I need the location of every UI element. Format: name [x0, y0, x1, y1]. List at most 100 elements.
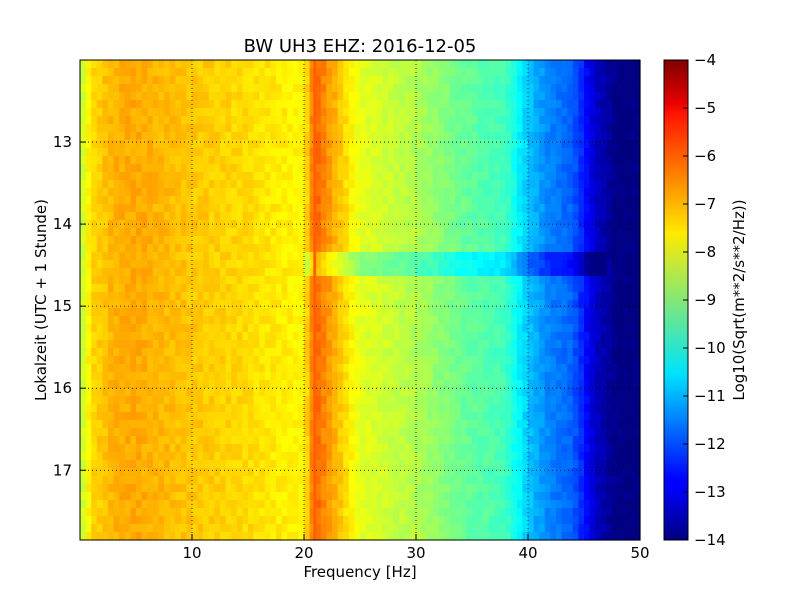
heatmap-cell — [477, 204, 484, 213]
heatmap-cell — [119, 444, 126, 453]
heatmap-cell — [343, 428, 350, 437]
heatmap-cell — [253, 236, 260, 245]
heatmap-cell — [248, 68, 255, 77]
heatmap-cell — [371, 380, 378, 389]
heatmap-cell — [399, 116, 406, 125]
heatmap-cell — [556, 84, 563, 93]
heatmap-cell — [595, 76, 602, 85]
heatmap-cell — [600, 324, 607, 333]
heatmap-cell — [628, 244, 635, 253]
heatmap-cell — [91, 340, 98, 349]
heatmap-cell — [225, 196, 232, 205]
heatmap-cell — [360, 100, 367, 109]
heatmap-cell — [309, 444, 316, 453]
heatmap-cell — [505, 340, 512, 349]
heatmap-cell — [634, 124, 641, 133]
heatmap-cell — [136, 84, 143, 93]
heatmap-cell — [421, 364, 428, 373]
heatmap-cell — [544, 412, 551, 421]
heatmap-cell — [416, 444, 423, 453]
heatmap-cell — [169, 84, 176, 93]
heatmap-cell — [108, 332, 115, 341]
heatmap-cell — [600, 260, 607, 269]
heatmap-cell — [572, 236, 579, 245]
heatmap-cell — [225, 340, 232, 349]
heatmap-cell — [264, 236, 271, 245]
heatmap-cell — [376, 164, 383, 173]
heatmap-cell — [80, 140, 87, 149]
heatmap-cell — [332, 396, 339, 405]
heatmap-cell — [533, 412, 540, 421]
heatmap-cell — [399, 396, 406, 405]
heatmap-cell — [371, 268, 378, 277]
heatmap-cell — [180, 60, 187, 69]
heatmap-cell — [186, 116, 193, 125]
heatmap-cell — [544, 356, 551, 365]
heatmap-cell — [287, 356, 294, 365]
heatmap-cell — [494, 372, 501, 381]
heatmap-cell — [388, 124, 395, 133]
heatmap-cell — [108, 276, 115, 285]
heatmap-cell — [438, 316, 445, 325]
heatmap-cell — [169, 292, 176, 301]
heatmap-cell — [516, 244, 523, 253]
heatmap-cell — [113, 356, 120, 365]
heatmap-cell — [606, 260, 613, 269]
heatmap-cell — [102, 100, 109, 109]
heatmap-cell — [186, 100, 193, 109]
heatmap-cell — [147, 372, 154, 381]
heatmap-cell — [102, 260, 109, 269]
heatmap-cell — [220, 156, 227, 165]
heatmap-cell — [192, 108, 199, 117]
heatmap-cell — [169, 76, 176, 85]
heatmap-cell — [192, 68, 199, 77]
heatmap-cell — [388, 404, 395, 413]
heatmap-cell — [477, 412, 484, 421]
heatmap-cell — [600, 348, 607, 357]
heatmap-cell — [500, 132, 507, 141]
heatmap-cell — [270, 284, 277, 293]
heatmap-cell — [567, 84, 574, 93]
heatmap-cell — [494, 212, 501, 221]
heatmap-cell — [516, 300, 523, 309]
heatmap-cell — [600, 244, 607, 253]
heatmap-cell — [169, 236, 176, 245]
heatmap-cell — [287, 452, 294, 461]
heatmap-cell — [197, 244, 204, 253]
heatmap-cell — [259, 244, 266, 253]
heatmap-cell — [225, 412, 232, 421]
heatmap-cell — [304, 132, 311, 141]
heatmap-cell — [617, 372, 624, 381]
heatmap-cell — [628, 140, 635, 149]
heatmap-cell — [382, 220, 389, 229]
heatmap-cell — [488, 380, 495, 389]
heatmap-cell — [253, 268, 260, 277]
heatmap-cell — [612, 444, 619, 453]
heatmap-cell — [522, 188, 529, 197]
heatmap-cell — [85, 140, 92, 149]
heatmap-cell — [550, 76, 557, 85]
heatmap-cell — [606, 372, 613, 381]
heatmap-cell — [192, 124, 199, 133]
heatmap-cell — [259, 332, 266, 341]
heatmap-cell — [124, 172, 131, 181]
heatmap-cell — [214, 92, 221, 101]
heatmap-cell — [455, 180, 462, 189]
heatmap-cell — [421, 452, 428, 461]
heatmap-cell — [589, 396, 596, 405]
heatmap-cell — [416, 188, 423, 197]
heatmap-cell — [242, 164, 249, 173]
heatmap-cell — [449, 452, 456, 461]
heatmap-cell — [343, 316, 350, 325]
heatmap-cell — [169, 228, 176, 237]
heatmap-cell — [236, 388, 243, 397]
heatmap-cell — [404, 188, 411, 197]
heatmap-cell — [270, 252, 277, 261]
heatmap-cell — [634, 388, 641, 397]
heatmap-cell — [332, 436, 339, 445]
heatmap-cell — [477, 276, 484, 285]
heatmap-cell — [488, 68, 495, 77]
heatmap-cell — [108, 164, 115, 173]
heatmap-cell — [410, 364, 417, 373]
heatmap-cell — [130, 348, 137, 357]
